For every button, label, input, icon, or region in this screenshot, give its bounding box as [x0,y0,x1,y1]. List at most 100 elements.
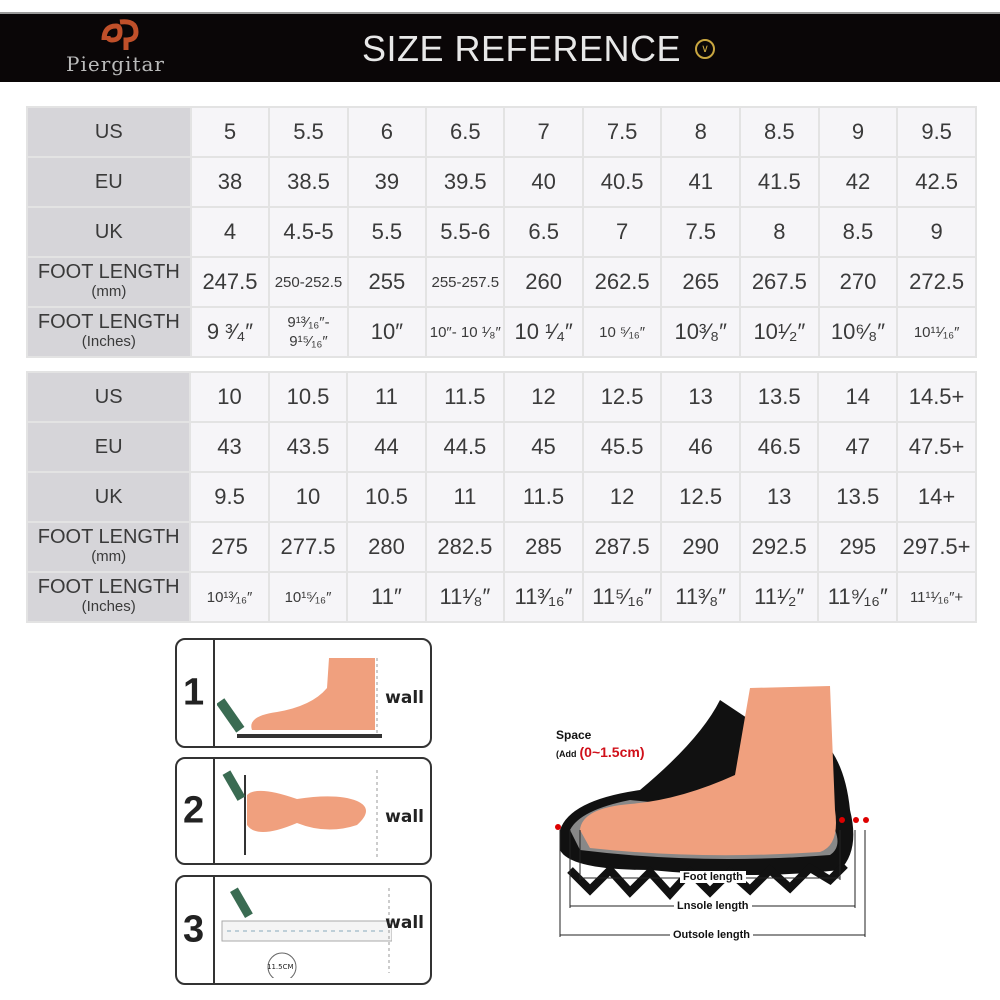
size-row-mm: FOOT LENGTH (mm) 247.5 250-252.5 255 255-257.… [28,258,975,306]
size-cell: 39.5 [427,158,504,206]
row-label-text: EU [94,435,123,458]
size-cell: 43.5 [269,423,347,471]
size-cell: 38.5 [270,158,347,206]
size-cell: 39 [348,158,426,206]
size-cell: 38 [191,158,269,206]
size-cell: 10⁶⁄₈″ [819,308,897,356]
space-add-group: (Add (0~1.5cm) [556,744,644,760]
size-cell: 11⁵⁄₁₆″ [583,573,661,621]
size-cell: 9.5 [898,108,975,156]
size-cell: 40 [505,158,582,206]
row-label-text: FOOT LENGTH [37,261,180,283]
row-label-text: (Inches) [81,598,136,615]
size-table-1: US 5 5.5 6 6.5 7 7.5 8 8.5 9 9.5 EU 38 38.5 39 39.5 40 40… [26,106,977,358]
step-3-panel: 3 11.5CM wall [175,875,432,985]
step-number: 3 [183,908,205,951]
row-label: US [28,108,190,156]
row-label-text: FOOT LENGTH [37,576,180,598]
size-cell: 6.5 [505,208,582,256]
shoe-measure-diagram [555,686,869,937]
chevron-circle-icon: ∨ [695,39,716,59]
size-cell: 250-252.5 [270,258,347,306]
outsole-length-label: Outsole length [670,929,753,941]
size-cell: 45.5 [583,423,661,471]
size-cell: 13.5 [740,373,818,421]
size-cell: 260 [505,258,582,306]
size-cell: 5.5 [348,208,426,256]
size-cell: 7.5 [662,208,740,256]
size-cell: 280 [348,523,425,571]
size-cell: 6.5 [427,108,504,156]
size-cell: 10¹¹⁄₁₆″ [898,308,975,356]
size-row-us: US 10 10.5 11 11.5 12 12.5 13 13.5 14 14.5+ [28,373,975,421]
space-add-prefix: (Add [556,749,577,759]
size-cell: 42.5 [898,158,975,206]
size-cell: 9¹³⁄₁₆″- 9¹⁵⁄₁₆″ [270,308,347,356]
size-cell: 270 [819,258,897,306]
size-cell: 9 [898,208,975,256]
row-label-text: (Inches) [81,333,136,350]
size-cell: 11⁹⁄₁₆″ [819,573,897,621]
size-row-us: US 5 5.5 6 6.5 7 7.5 8 8.5 9 9.5 [28,108,975,156]
foot-side-illustration [217,658,382,738]
title-group: SIZE REFERENCE ∨ [362,28,716,70]
size-cell: 8.5 [741,108,818,156]
size-cell: 47 [819,423,897,471]
step-number: 2 [183,789,205,832]
size-cell: 44.5 [426,423,504,471]
space-range: (0~1.5cm) [579,744,645,760]
wall-label: wall [385,807,424,827]
row-label: FOOT LENGTH (Inches) [28,573,190,621]
size-cell: 14+ [898,473,975,521]
row-label-text: EU [94,170,123,193]
row-label-text: UK [94,220,123,243]
header-banner: Piergitar SIZE REFERENCE ∨ [0,12,1000,82]
size-cell: 44 [348,423,425,471]
size-cell: 13 [662,373,739,421]
size-cell: 43 [191,423,268,471]
size-cell: 11³⁄₁₆″ [505,573,582,621]
row-label-text: US [94,120,123,143]
size-cell: 275 [191,523,268,571]
size-cell: 255-257.5 [427,258,504,306]
size-cell: 14.5+ [898,373,975,421]
brand-logo-icon [101,19,139,50]
size-cell: 11³⁄₈″ [662,573,739,621]
row-label: FOOT LENGTH (mm) [28,523,190,571]
size-cell: 265 [662,258,740,306]
row-label-text: (mm) [91,548,127,565]
size-cell: 7 [583,208,661,256]
size-cell: 10″- 10 ¹⁄₈″ [427,308,504,356]
size-cell: 11.5 [505,473,582,521]
size-cell: 5.5-6 [427,208,504,256]
wall-label: wall [385,913,424,933]
row-label: EU [28,158,190,206]
size-cell: 4 [191,208,269,256]
size-cell: 11.5 [426,373,504,421]
row-label-text: UK [94,485,123,508]
size-cell: 5 [191,108,269,156]
size-cell: 267.5 [741,258,818,306]
size-row-inches: FOOT LENGTH (Inches) 10¹³⁄₁₆″ 10¹⁵⁄₁₆″ 11″ 11… [28,573,975,621]
size-cell: 4.5-5 [270,208,347,256]
divider [213,877,215,983]
size-cell: 297.5+ [898,523,975,571]
foot-top-illustration [222,770,378,860]
size-cell: 13.5 [819,473,897,521]
size-row-eu: EU 38 38.5 39 39.5 40 40.5 41 41.5 42 42.5 [28,158,975,206]
ruler-illustration [221,887,392,978]
row-label: FOOT LENGTH (Inches) [28,308,190,356]
size-cell: 10 [269,473,347,521]
row-label-text: FOOT LENGTH [37,311,180,333]
size-cell: 10¹⁄₂″ [741,308,818,356]
size-cell: 8.5 [819,208,897,256]
size-cell: 10¹³⁄₁₆″ [191,573,268,621]
size-cell: 40.5 [583,158,661,206]
size-cell: 11″ [348,573,425,621]
size-cell: 11 [426,473,504,521]
size-cell: 9.5 [191,473,268,521]
insole-length-label: Lnsole length [674,900,752,912]
size-cell: 272.5 [898,258,975,306]
size-cell: 10 ⁵⁄₁₆″ [583,308,661,356]
page-title: SIZE REFERENCE [362,28,682,69]
